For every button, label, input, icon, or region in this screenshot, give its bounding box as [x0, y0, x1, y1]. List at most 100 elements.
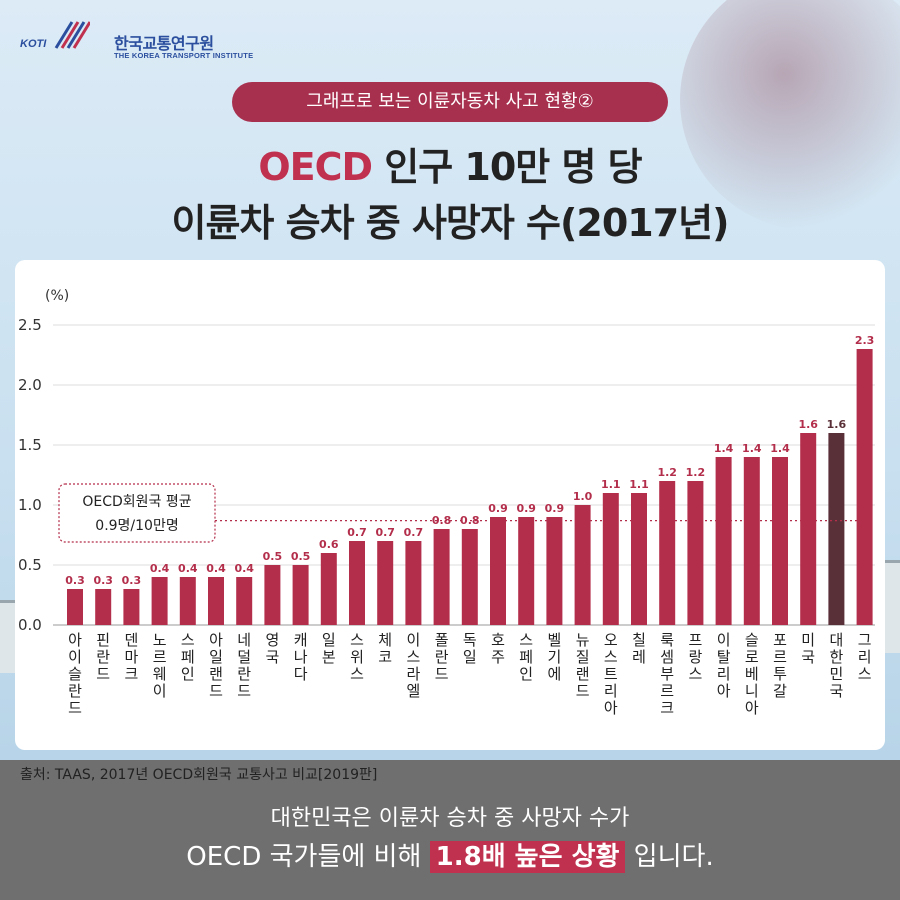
bar: [546, 517, 563, 625]
bar-value-label: 1.0: [573, 490, 593, 503]
oecd-average-box: [58, 483, 216, 543]
bar-value-label: 1.6: [827, 418, 847, 431]
summary-line2-pre: OECD 국가들에 비해: [186, 842, 430, 872]
bar-value-label: 0.4: [234, 562, 254, 575]
bar-value-label: 1.6: [798, 418, 818, 431]
summary-line2-post: 입니다.: [625, 842, 714, 872]
summary-line2: OECD 국가들에 비해 1.8배 높은 상황 입니다.: [0, 836, 900, 873]
bar: [631, 493, 647, 625]
koti-logo: KOTI 한국교통연구원 THE KOREA TRANSPORT INSTITU…: [20, 14, 280, 60]
bar-value-label: 1.4: [742, 442, 762, 455]
y-tick-label: 1.5: [18, 436, 42, 454]
bar: [151, 577, 168, 625]
y-axis-unit-label: (%): [45, 288, 69, 304]
bar: [95, 589, 112, 625]
bar: [743, 457, 760, 625]
y-tick-label: 0.0: [18, 616, 42, 634]
bar: [659, 481, 676, 625]
bar-value-label: 1.4: [770, 442, 790, 455]
title-oecd-accent: OECD: [258, 145, 373, 189]
bar-value-label: 0.3: [65, 574, 85, 587]
bar-value-label: 0.8: [460, 514, 480, 527]
bar-value-label: 1.2: [686, 466, 706, 479]
bar: [574, 505, 591, 625]
bar: [405, 541, 422, 625]
bar-value-label: 0.4: [178, 562, 198, 575]
bar: [236, 577, 253, 625]
bar: [179, 577, 196, 625]
koti-logo-mark: KOTI: [20, 21, 90, 50]
series-pill-label: 그래프로 보는 이륜자동차 사고 현황②: [232, 82, 668, 122]
bar-value-label: 0.4: [206, 562, 226, 575]
bar: [687, 481, 704, 625]
bar: [123, 589, 140, 625]
bar-value-label: 1.2: [657, 466, 677, 479]
bar: [461, 529, 478, 625]
bar-value-label: 0.9: [516, 502, 536, 515]
page-title-line1: OECD 인구 10만 명 당: [0, 136, 900, 191]
bar-value-label: 0.9: [488, 502, 508, 515]
bar-value-label: 1.1: [601, 478, 621, 491]
bar: [800, 433, 817, 625]
bar-value-label: 0.7: [347, 526, 367, 539]
bar: [856, 349, 873, 625]
bottom-panel: [0, 760, 900, 900]
bar-value-label: 0.7: [404, 526, 424, 539]
bar-value-label: 0.5: [263, 550, 283, 563]
logo-name-english: THE KOREA TRANSPORT INSTITUTE: [114, 51, 254, 60]
bar: [602, 493, 619, 625]
bar: [433, 529, 450, 625]
bar: [772, 457, 788, 625]
bar: [320, 553, 337, 625]
bar-value-label: 0.3: [122, 574, 142, 587]
chart-card: (%) 0.0 0.5 1.0 1.5 2.0 2.5 0.3 아 이 슬 란 드 0.3 핀 란 드 0.3 덴 마…: [15, 260, 885, 750]
bar: [377, 541, 394, 625]
bar-value-label: 0.5: [291, 550, 311, 563]
bar: [67, 589, 83, 625]
y-tick-label: 1.0: [18, 496, 42, 514]
summary-highlight: 1.8배 높은 상황: [429, 841, 626, 873]
bar: [292, 565, 309, 625]
bar-value-label: 0.3: [93, 574, 113, 587]
koti-mark-text: KOTI: [20, 38, 47, 50]
bar-value-label: 0.9: [545, 502, 565, 515]
bar-value-label: 1.4: [714, 442, 734, 455]
page-title-line2: 이륜차 승차 중 사망자 수(2017년): [171, 201, 730, 245]
y-tick-label: 0.5: [18, 556, 42, 574]
oecd-average-label-line2: 0.9명/10만명: [95, 518, 178, 534]
bar-value-label: 0.6: [319, 538, 339, 551]
bar-chart: (%) 0.0 0.5 1.0 1.5 2.0 2.5 0.3 아 이 슬 란 드 0.3 핀 란 드 0.3 덴 마…: [18, 288, 875, 717]
y-tick-label: 2.0: [18, 376, 42, 394]
bar: [490, 517, 506, 625]
bar: [828, 433, 845, 625]
source-note: 출처: TAAS, 2017년 OECD회원국 교통사고 비교[2019판]: [20, 767, 378, 783]
y-tick-label: 2.5: [18, 316, 42, 334]
